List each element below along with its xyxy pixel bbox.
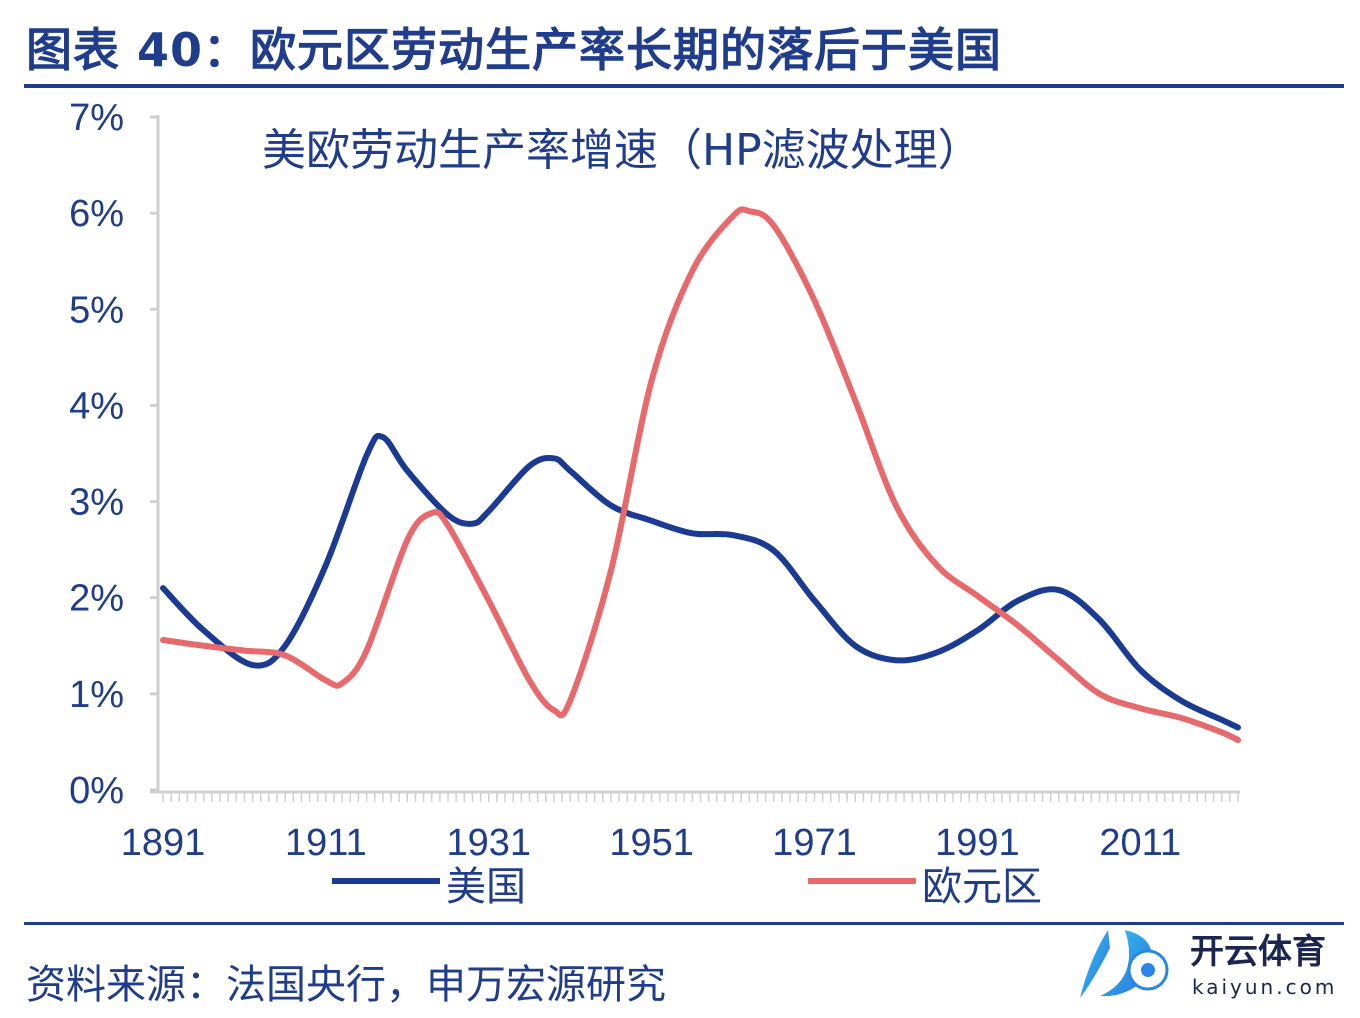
y-tick-label: 3%	[69, 482, 124, 524]
line-chart: 美欧劳动生产率增速（HP滤波处理） 0% 1% 2% 3% 4% 5% 6% 7% 1891 19…	[69, 97, 1241, 910]
x-tick-label: 1931	[446, 822, 531, 864]
title-divider	[24, 84, 1344, 88]
x-tick-label: 1951	[609, 822, 694, 864]
logo-k-icon	[1080, 930, 1110, 998]
legend-eu-label: 欧元区	[922, 864, 1042, 910]
series-line-eu	[160, 206, 1241, 744]
chart-title: 美欧劳动生产率增速（HP滤波处理）	[262, 125, 982, 176]
series-line-us	[160, 432, 1241, 731]
y-tick-label: 2%	[69, 578, 124, 620]
figure-title: 图表 40：欧元区劳动生产率长期的落后于美国	[26, 23, 1003, 77]
y-tick-label: 7%	[69, 97, 124, 139]
source-note: 资料来源：法国央行，申万宏源研究	[26, 962, 666, 1008]
logo-text-en: kaiyun.com	[1192, 975, 1337, 999]
y-tick-label: 5%	[69, 289, 124, 331]
x-tick-label: 1911	[285, 822, 367, 864]
x-tick-label: 1971	[772, 822, 857, 864]
x-tick-label: 1891	[121, 822, 206, 864]
logo-text-cn: 开云体育	[1190, 932, 1326, 972]
y-tick-label: 1%	[69, 674, 124, 716]
legend: 美国 欧元区	[332, 864, 1042, 910]
x-tick-label: 2011	[1099, 822, 1181, 864]
legend-us-label: 美国	[446, 864, 526, 910]
kaiyun-logo: 开云体育 kaiyun.com	[1080, 930, 1337, 999]
x-tick-label: 1991	[935, 822, 1020, 864]
footer-divider	[24, 922, 1344, 925]
y-tick-label: 0%	[69, 770, 124, 812]
y-tick-label: 4%	[69, 385, 124, 427]
y-tick-label: 6%	[69, 193, 124, 235]
